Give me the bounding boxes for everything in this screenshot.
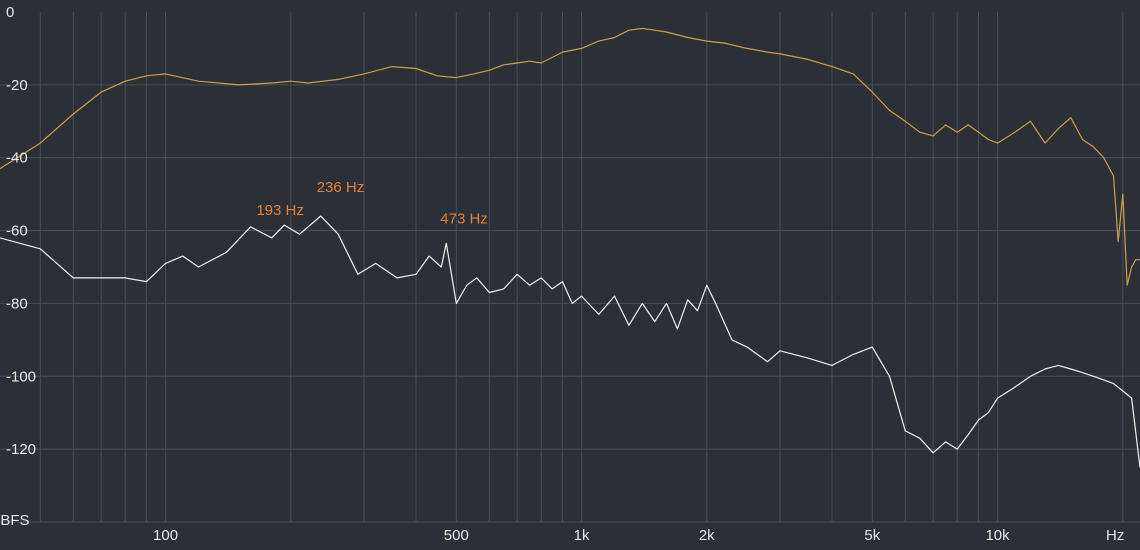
y-tick-label-2: -40: [6, 150, 28, 167]
y-tick-label-0: 0: [6, 4, 14, 21]
grid: [0, 12, 1140, 523]
x-tick-label-0: 100: [153, 527, 178, 544]
x-axis-label: Hz: [1106, 527, 1124, 544]
y-axis-label: dBFS: [0, 512, 30, 529]
y-tick-label-5: -100: [6, 368, 36, 385]
y-axis-ticks: 0 -20 -40 -60 -80 -100 -120: [6, 4, 36, 458]
series-line-1: [0, 215, 1140, 468]
x-tick-label-5: 10k: [985, 527, 1010, 544]
x-tick-label-2: 1k: [574, 527, 590, 544]
x-tick-label-3: 2k: [699, 527, 715, 544]
y-tick-label-4: -80: [6, 295, 28, 312]
annotation-layer: 193 Hz 236 Hz 473 Hz: [256, 179, 487, 227]
x-axis-ticks: 100 500 1k 2k 5k 10k: [153, 527, 1010, 544]
y-tick-label-6: -120: [6, 441, 36, 458]
series-layer: [0, 27, 1140, 468]
y-tick-label-1: -20: [6, 77, 28, 94]
series-line-0: [0, 27, 1140, 286]
peak-label-1: 236 Hz: [317, 179, 365, 196]
peak-label-0: 193 Hz: [256, 202, 304, 219]
y-tick-label-3: -60: [6, 223, 28, 240]
x-tick-label-1: 500: [444, 527, 469, 544]
x-tick-label-4: 5k: [864, 527, 880, 544]
peak-label-2: 473 Hz: [440, 210, 488, 227]
